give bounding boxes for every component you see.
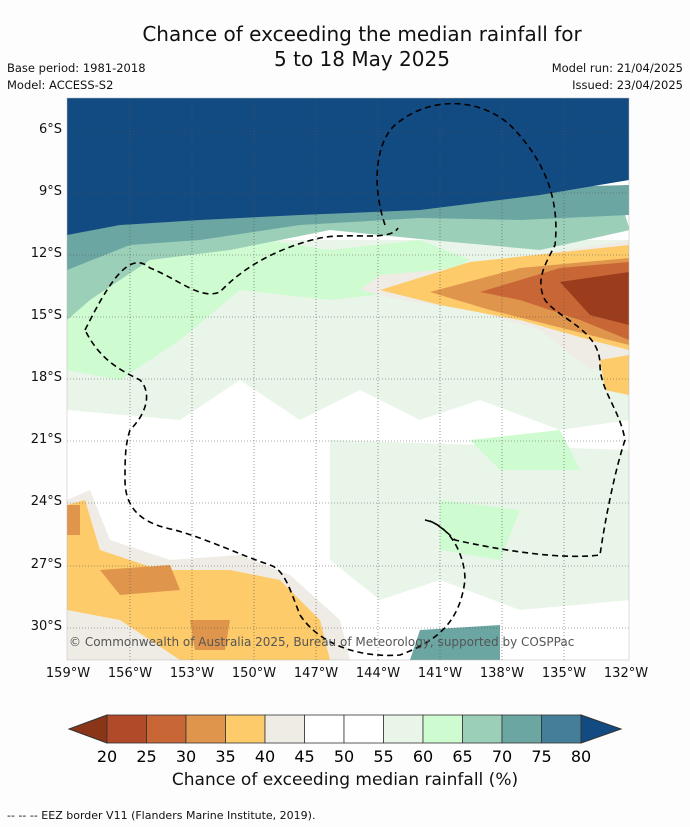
colorbar-swatch [343,714,384,744]
lon-label: 141°W [417,666,463,681]
lon-label: 144°W [355,666,401,681]
meta-right: Model run: 21/04/2025 Issued: 23/04/2025 [552,60,683,94]
region-south-west-40 [67,500,330,660]
colorbar-swatch [146,714,187,744]
colorbar-swatch [462,714,503,744]
region-south-west-35 [100,565,180,595]
base-period-label: Base period: 1981-2018 [7,61,146,75]
lat-label: 27°S [30,557,62,572]
lat-label: 18°S [30,370,62,385]
lon-label: 150°W [231,666,277,681]
colorbar-tick-label: 65 [452,747,472,766]
colorbar-swatch [264,714,305,744]
colorbar-tick-label: 75 [531,747,551,766]
colorbar-high-extension [580,714,623,744]
colorbar-swatch [106,714,147,744]
lat-label: 30°S [30,619,62,634]
chart-title: Chance of exceeding the median rainfall … [0,22,690,72]
eez-legend-note: -- -- -- EEZ border V11 (Flanders Marine… [7,809,316,822]
region-80-plus [67,98,629,235]
colorbar-low-extension [67,714,108,744]
colorbar-swatch [304,714,345,744]
lon-label: 135°W [541,666,587,681]
colorbar-tick-label: 40 [255,747,275,766]
colorbar-tick-label: 70 [492,747,512,766]
colorbar: 20 25 30 35 40 45 50 55 60 65 70 75 80 [67,714,623,766]
colorbar-tick-label: 25 [136,747,156,766]
map-frame [66,97,630,661]
model-label: Model: ACCESS-S2 [7,78,114,92]
colorbar-swatch [541,714,582,744]
colorbar-tick-label: 50 [334,747,354,766]
colorbar-swatch [383,714,424,744]
colorbar-tick-label: 30 [176,747,196,766]
colorbar-tick-label: 20 [97,747,117,766]
lat-label: 12°S [30,246,62,261]
colorbar-swatch [225,714,266,744]
lon-label: 138°W [479,666,525,681]
lon-label: 159°W [45,666,91,681]
colorbar-tick-label: 35 [215,747,235,766]
title-line-1: Chance of exceeding the median rainfall … [142,22,582,46]
region-65-east [440,500,520,560]
lat-label: 24°S [30,494,62,509]
map-field: © Commonwealth of Australia 2025, Bureau… [67,98,629,660]
lat-label: 6°S [38,122,62,137]
region-65-south [470,430,580,470]
eez-border [84,102,626,657]
lat-label: 9°S [38,184,62,199]
region-south-west-35b [190,620,230,650]
model-run-label: Model run: 21/04/2025 [551,61,683,75]
lon-label: 156°W [107,666,153,681]
lat-label: 21°S [30,432,62,447]
region-south-wet [410,625,500,660]
issued-label: Issued: 23/04/2025 [572,78,683,92]
colorbar-tick-label: 55 [373,747,393,766]
copyright-watermark: © Commonwealth of Australia 2025, Bureau… [69,635,574,649]
colorbar-tick-label: 80 [571,747,591,766]
title-line-2: 5 to 18 May 2025 [274,47,450,71]
region-south-west-edge [67,505,80,535]
region-65-north [67,230,470,380]
colorbar-title: Chance of exceeding median rainfall (%) [171,770,519,790]
region-20-25 [560,272,629,325]
colorbar-swatch [422,714,463,744]
colorbar-swatch [185,714,226,744]
lon-label: 147°W [293,666,339,681]
lat-label: 15°S [30,308,62,323]
meta-left: Base period: 1981-2018 Model: ACCESS-S2 [7,60,146,94]
region-east-dry [600,355,629,395]
colorbar-tick-label: 60 [413,747,433,766]
colorbar-swatch [501,714,542,744]
lon-label: 153°W [169,666,215,681]
lon-label: 132°W [603,666,649,681]
colorbar-tick-label: 45 [294,747,314,766]
